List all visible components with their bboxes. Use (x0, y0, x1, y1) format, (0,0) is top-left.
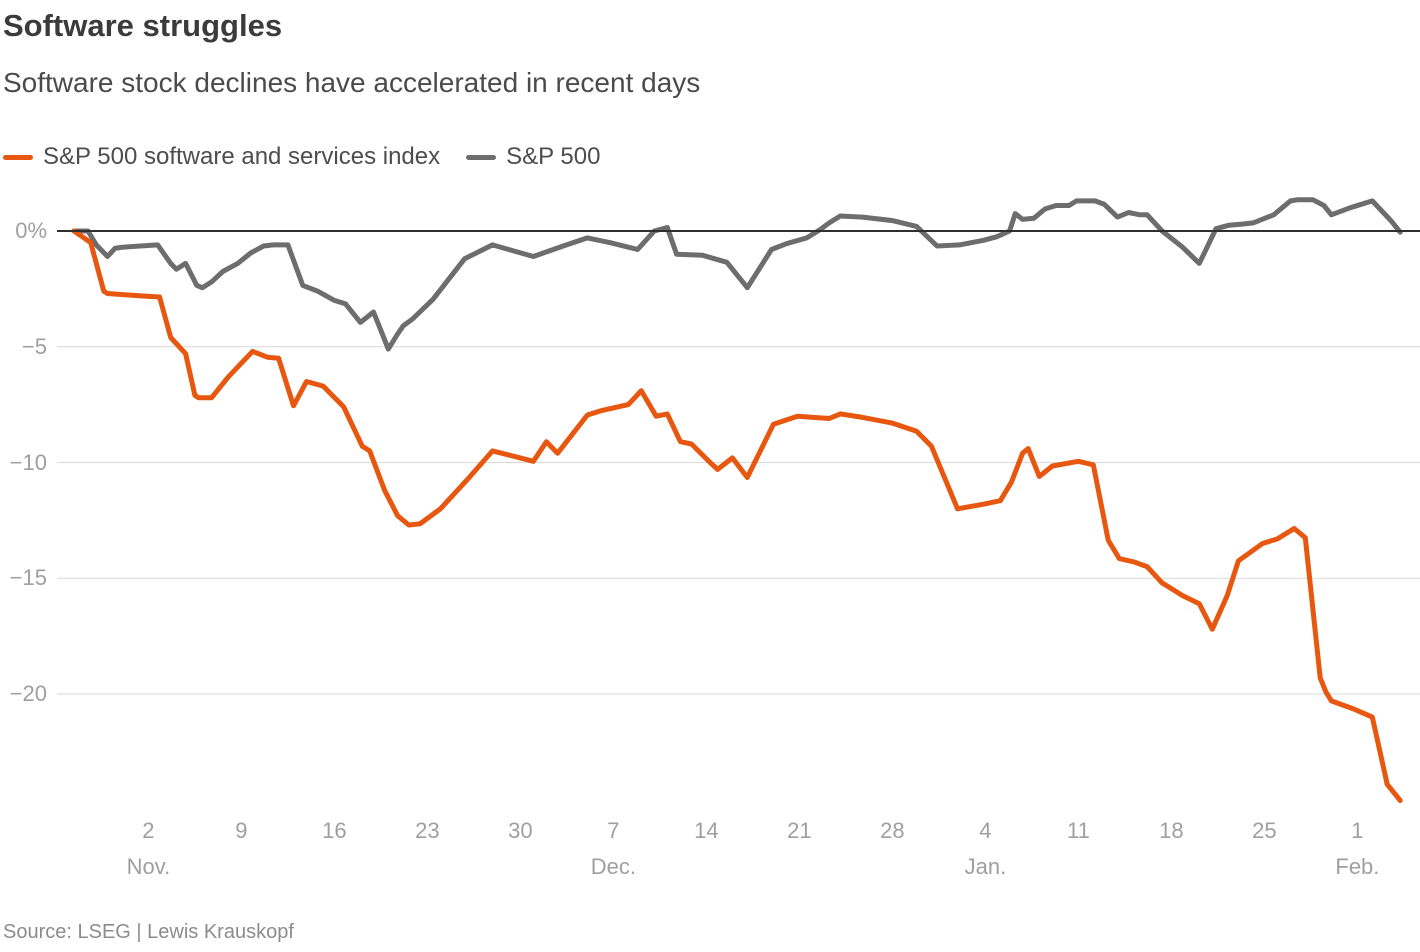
x-tick-label: 21 (787, 818, 812, 843)
x-tick-label: 23 (415, 818, 440, 843)
x-tick-label: 1 (1351, 818, 1364, 843)
x-month-label: Jan. (964, 854, 1007, 879)
y-tick-label: −10 (9, 449, 47, 475)
x-month-label: Dec. (590, 854, 637, 879)
x-tick-label: 2 (142, 818, 155, 843)
y-tick-label: −5 (21, 333, 47, 359)
x-tick-label: 11 (1066, 818, 1090, 843)
y-tick-label: −15 (9, 565, 47, 591)
series-line-sp500 (71, 197, 1403, 352)
x-tick-label: 4 (979, 818, 992, 843)
legend-item-sp500: S&P 500 (466, 143, 600, 171)
x-tick-label: 7 (607, 818, 620, 843)
legend-label: S&P 500 (506, 143, 601, 170)
x-tick-label: 9 (235, 818, 248, 843)
legend-swatch-icon (3, 154, 33, 160)
legend-item-software-index: S&P 500 software and services index (3, 143, 440, 171)
x-tick-label: 16 (322, 818, 347, 843)
y-tick-label: −20 (9, 681, 47, 706)
x-month-label: Nov. (126, 854, 171, 879)
y-tick-label: 0% (15, 218, 47, 243)
legend: S&P 500 software and services index S&P 5… (3, 143, 600, 171)
x-tick-label: 30 (508, 818, 533, 843)
x-tick-label: 14 (694, 818, 719, 843)
chart-subtitle: Software stock declines have accelerated… (3, 67, 701, 98)
legend-label: S&P 500 software and services index (43, 143, 441, 170)
x-month-label: Feb. (1335, 854, 1380, 879)
source-note: Source: LSEG | Lewis Krauskopf (3, 921, 294, 943)
x-tick-label: 28 (880, 818, 905, 843)
legend-swatch-icon (466, 154, 497, 160)
x-tick-label: 25 (1252, 818, 1277, 843)
x-tick-label: 18 (1159, 818, 1184, 843)
series-line-software-index (71, 228, 1403, 803)
chart-title: Software struggles (3, 8, 283, 43)
